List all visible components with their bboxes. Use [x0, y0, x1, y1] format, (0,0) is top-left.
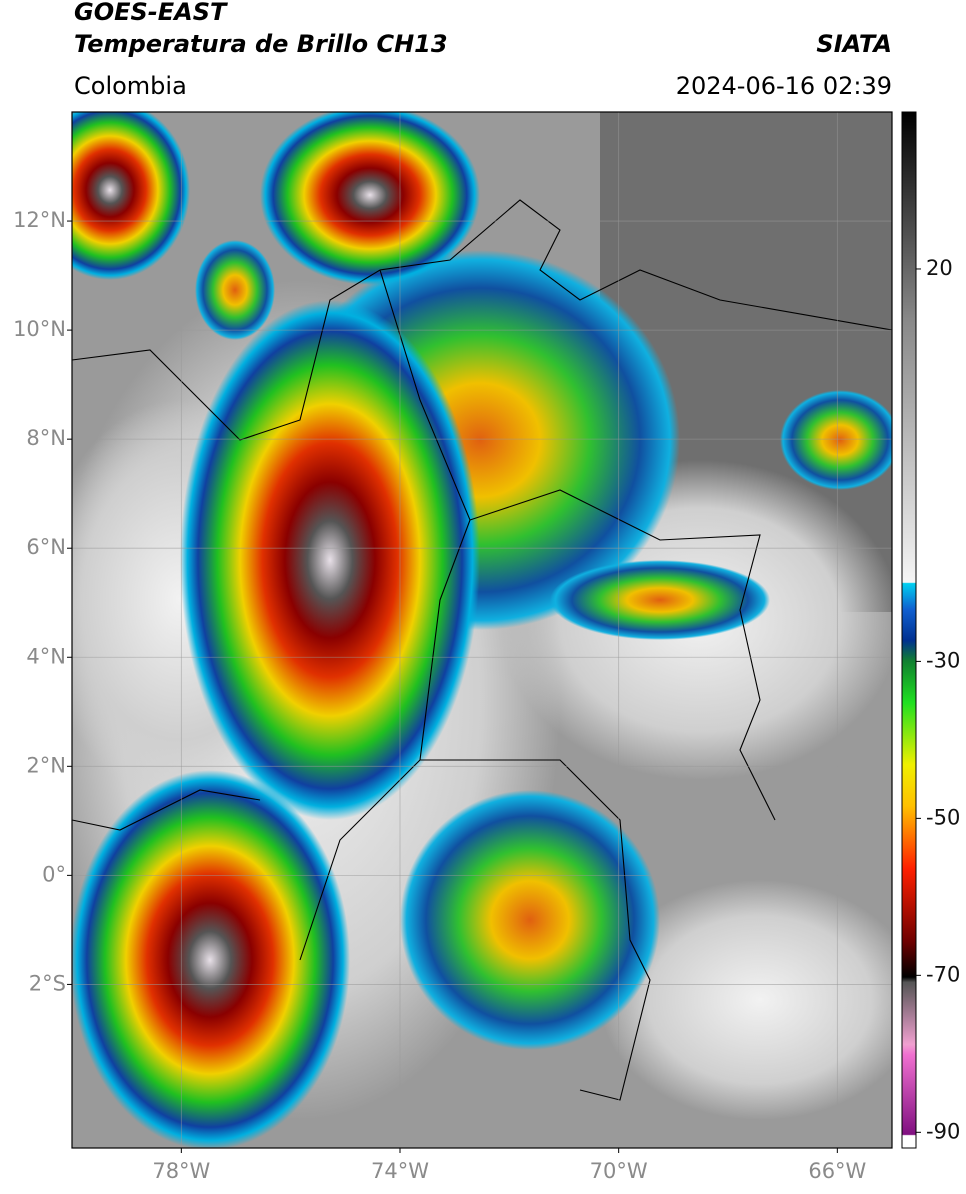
convection [72, 112, 190, 280]
convection [180, 300, 480, 820]
colorbar-tick-label: -50 [926, 805, 960, 829]
colorbar-tick-label: -90 [926, 1119, 960, 1143]
lat-tick-label: 4°N [26, 644, 66, 668]
datetime-label: 2024-06-16 02:39 [676, 72, 892, 100]
satellite-title: GOES-EAST [74, 0, 228, 26]
product-title: Temperatura de Brillo CH13 [74, 30, 448, 58]
convection [550, 560, 770, 640]
lon-tick-label: 74°W [371, 1159, 429, 1183]
satellite-image [72, 112, 892, 1148]
map-frame [71, 111, 893, 1149]
lat-tick-label: 6°N [26, 535, 66, 559]
convection [780, 390, 892, 490]
lon-tick-label: 66°W [808, 1159, 866, 1183]
borders [72, 199, 892, 1101]
lon-tick-label: 70°W [590, 1159, 648, 1183]
lon-tick-label: 78°W [152, 1159, 210, 1183]
lat-tick-label: 8°N [26, 426, 66, 450]
convection [195, 240, 275, 340]
source-label: SIATA [816, 30, 892, 58]
graticule [72, 112, 892, 1148]
lat-tick-label: 2°N [26, 753, 66, 777]
region-label: Colombia [74, 72, 187, 100]
cloud-field [600, 880, 892, 1120]
colorbar-tick-label: -30 [926, 648, 960, 672]
lat-tick-label: 0° [42, 862, 66, 886]
convection [72, 770, 350, 1148]
lat-tick-label: 2°S [29, 971, 66, 995]
lat-tick-label: 10°N [13, 317, 66, 341]
colorbar-tick-label: 20 [926, 256, 953, 280]
colorbar-tick-label: -70 [926, 962, 960, 986]
lat-tick-label: 12°N [13, 208, 66, 232]
convection [400, 790, 660, 1050]
colorbar [901, 111, 917, 1149]
convection [260, 112, 480, 285]
